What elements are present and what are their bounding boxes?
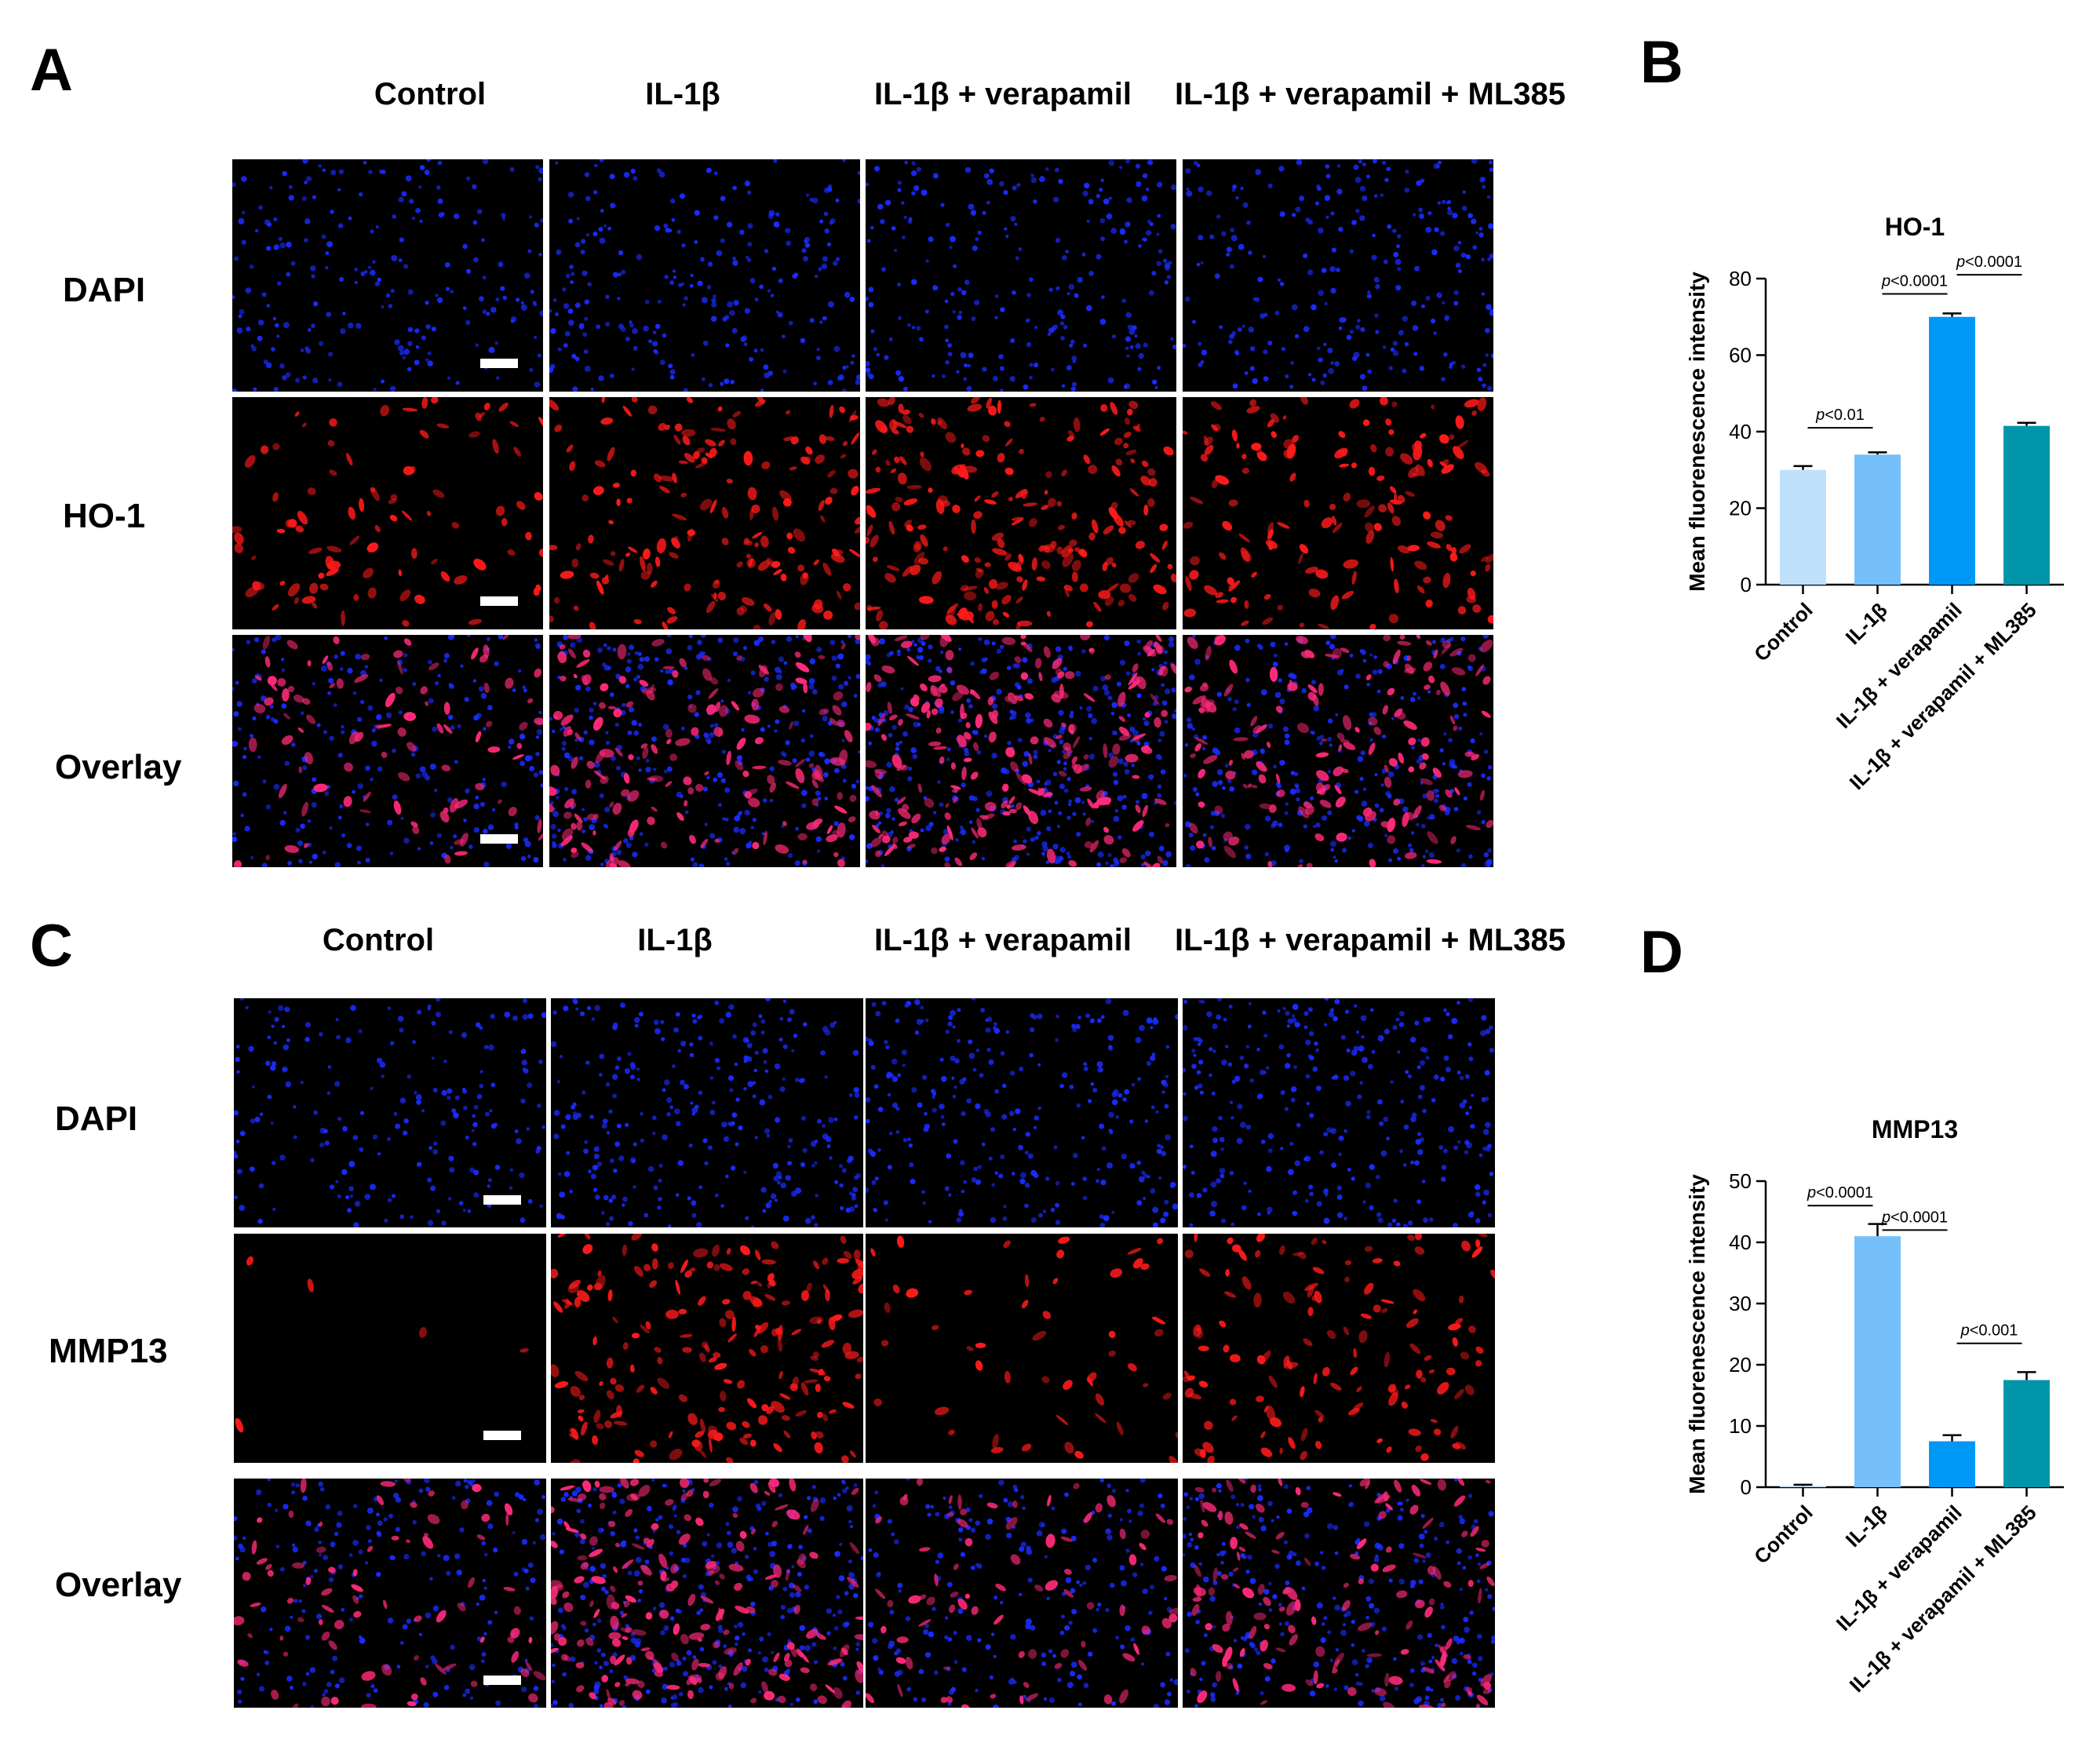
micrograph-a-ho-1-col3 — [866, 397, 1176, 629]
significance-label: p<0.0001 — [1807, 1184, 1873, 1202]
panel-letter-c: C — [30, 917, 73, 976]
micrograph-c-mmp13-col1 — [234, 1234, 546, 1463]
panel-a-row-header-dapi: DAPI — [63, 273, 145, 308]
x-tick-label: IL-1β — [1841, 598, 1892, 649]
micrograph-a-overlay-col4 — [1183, 635, 1493, 867]
panel-a-col-header-il1b-verapamil-ml385: IL-1β + verapamil + ML385 — [1175, 78, 1566, 110]
micrograph-c-overlay-col2 — [551, 1479, 863, 1708]
x-tick-label: Control — [1749, 598, 1817, 666]
y-axis-label: Mean fluorenescence intensity — [1685, 272, 1709, 592]
y-tick-label: 10 — [1729, 1414, 1752, 1438]
scale-bar — [483, 1676, 521, 1685]
panel-c-row-header-overlay: Overlay — [55, 1568, 181, 1603]
micrograph-c-dapi-col4 — [1183, 998, 1495, 1227]
y-tick-label: 0 — [1741, 1475, 1752, 1499]
chart-title: HO-1 — [1885, 213, 1945, 241]
panel-a-row-header-overlay: Overlay — [55, 750, 181, 785]
bar — [2003, 1380, 2050, 1488]
panel-a-col-header-control: Control — [374, 78, 486, 110]
y-tick-label: 40 — [1729, 1231, 1752, 1254]
panel-a-row-header-ho1: HO-1 — [63, 499, 145, 534]
micrograph-c-dapi-col3 — [866, 998, 1178, 1227]
y-tick-label: 40 — [1729, 420, 1752, 443]
scale-bar — [480, 596, 518, 606]
panel-letter-a: A — [30, 41, 73, 100]
micrograph-c-mmp13-col2 — [551, 1234, 863, 1463]
x-tick-label: IL-1β + verapamil — [1832, 1501, 1967, 1635]
panel-c-col-header-il1b: IL-1β — [637, 924, 713, 956]
bar — [2003, 426, 2050, 585]
y-tick-label: 20 — [1729, 1353, 1752, 1377]
panel-c-row-header-dapi: DAPI — [55, 1102, 137, 1136]
micrograph-a-dapi-col3 — [866, 159, 1176, 392]
micrograph-a-overlay-col2 — [549, 635, 860, 867]
significance-label: p<0.0001 — [1881, 1209, 1948, 1226]
micrograph-a-dapi-col1 — [232, 159, 543, 392]
bar — [1780, 470, 1826, 585]
y-tick-label: 0 — [1741, 573, 1752, 596]
significance-label: p<0.0001 — [1881, 273, 1948, 290]
bar — [1929, 317, 1975, 585]
y-tick-label: 30 — [1729, 1292, 1752, 1315]
bar — [1780, 1486, 1826, 1487]
y-tick-label: 80 — [1729, 267, 1752, 290]
panel-c-col-header-il1b-verapamil-ml385: IL-1β + verapamil + ML385 — [1175, 924, 1566, 956]
y-tick-label: 20 — [1729, 497, 1752, 520]
panel-c-col-header-control: Control — [323, 924, 434, 956]
bar — [1854, 1236, 1901, 1487]
significance-label: p<0.0001 — [1956, 253, 2022, 271]
panel-letter-b: B — [1640, 33, 1683, 93]
panel-c-row-header-mmp13: MMP13 — [49, 1334, 168, 1369]
micrograph-a-ho-1-col1 — [232, 397, 543, 629]
y-axis-label: Mean fluorenescence intensity — [1685, 1174, 1709, 1494]
chart-mmp13: MMP13 0 10 20 30 40 50 Mean fluorenescence inte… — [1672, 1107, 2080, 1750]
chart-ho1: HO-1 0 20 40 60 80 Mean fluorenescence intensi… — [1672, 204, 2080, 848]
micrograph-a-dapi-col2 — [549, 159, 860, 392]
micrograph-c-mmp13-col3 — [866, 1234, 1178, 1463]
micrograph-c-overlay-col3 — [866, 1479, 1178, 1708]
micrograph-a-overlay-col1 — [232, 635, 543, 867]
bar — [1854, 454, 1901, 585]
x-tick-label: Control — [1749, 1501, 1817, 1569]
panel-a-col-header-il1b: IL-1β — [645, 78, 720, 110]
panel-c-col-header-il1b-verapamil: IL-1β + verapamil — [874, 924, 1132, 956]
scale-bar — [483, 1195, 521, 1205]
panel-a-col-header-il1b-verapamil: IL-1β + verapamil — [874, 78, 1132, 110]
micrograph-c-dapi-col2 — [551, 998, 863, 1227]
scale-bar — [483, 1431, 521, 1440]
micrograph-c-overlay-col1 — [234, 1479, 546, 1708]
y-tick-label: 50 — [1729, 1169, 1752, 1193]
significance-label: p<0.001 — [1960, 1322, 2018, 1340]
micrograph-a-ho-1-col4 — [1183, 397, 1493, 629]
chart-title: MMP13 — [1872, 1115, 1958, 1143]
micrograph-c-overlay-col4 — [1183, 1479, 1495, 1708]
micrograph-a-dapi-col4 — [1183, 159, 1493, 392]
y-tick-label: 60 — [1729, 344, 1752, 367]
significance-label: p<0.01 — [1815, 407, 1865, 424]
scale-bar — [480, 834, 518, 844]
micrograph-a-ho-1-col2 — [549, 397, 860, 629]
bar — [1929, 1442, 1975, 1488]
panel-letter-d: D — [1640, 923, 1683, 983]
scale-bar — [480, 359, 518, 368]
x-tick-label: IL-1β — [1841, 1501, 1892, 1552]
micrograph-c-dapi-col1 — [234, 998, 546, 1227]
micrograph-c-mmp13-col4 — [1183, 1234, 1495, 1463]
micrograph-a-overlay-col3 — [866, 635, 1176, 867]
x-tick-label: IL-1β + verapamil — [1832, 598, 1967, 733]
